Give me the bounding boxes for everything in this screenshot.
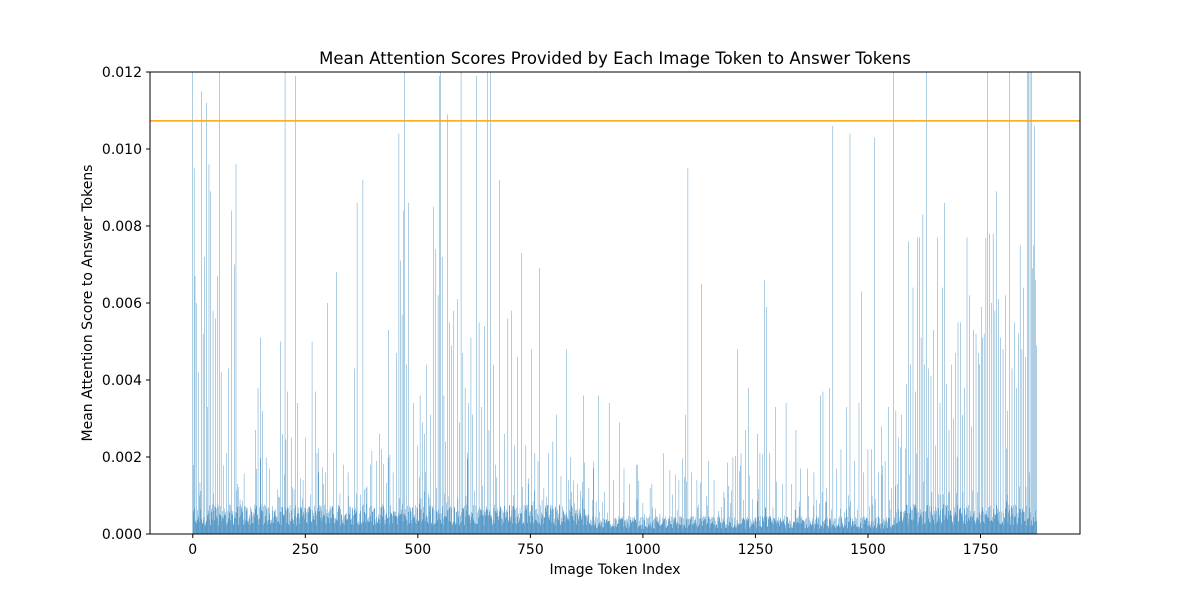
x-tick-label: 1000	[625, 542, 661, 558]
x-tick-label: 1750	[963, 542, 999, 558]
x-axis: 0 250 500 750 1000 1250 1500 1750	[188, 534, 998, 558]
x-axis-label: Image Token Index	[549, 562, 680, 578]
y-tick-label: 0.010	[102, 142, 142, 158]
x-tick-label: 500	[404, 542, 431, 558]
y-tick-label: 0.002	[102, 450, 142, 466]
plot-frame	[150, 72, 1080, 534]
x-tick-label: 1500	[850, 542, 886, 558]
x-tick-label: 0	[188, 542, 197, 558]
y-tick-label: 0.004	[102, 373, 142, 389]
y-tick-label: 0.008	[102, 219, 142, 235]
x-tick-label: 750	[517, 542, 544, 558]
x-tick-label: 250	[292, 542, 319, 558]
y-axis: 0.000 0.002 0.004 0.006 0.008 0.010 0.012	[102, 65, 150, 543]
y-tick-label: 0.000	[102, 527, 142, 543]
bars-group	[193, 72, 1037, 534]
x-tick-label: 1250	[738, 542, 774, 558]
y-tick-label: 0.012	[102, 65, 142, 81]
y-axis-label: Mean Attention Score to Answer Tokens	[80, 165, 96, 442]
y-tick-label: 0.006	[102, 296, 142, 312]
chart-title: Mean Attention Scores Provided by Each I…	[319, 49, 911, 68]
